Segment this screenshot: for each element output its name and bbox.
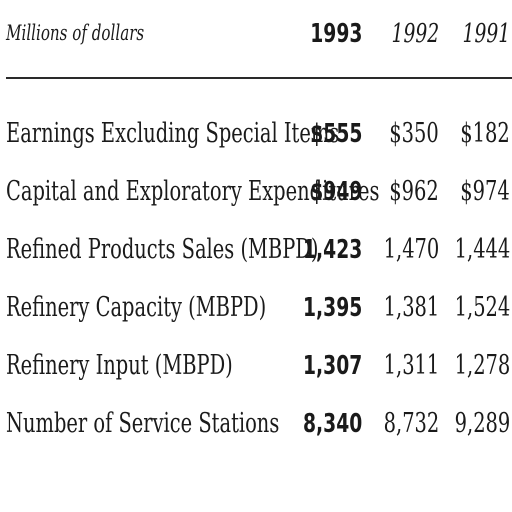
value-1992: 1,470 [383,230,439,270]
value-1992: $350 [390,114,439,154]
table-row: Refined Products Sales (MBPD) 1,423 1,47… [0,228,512,286]
header-divider [6,77,512,79]
table-row: Earnings Excluding Special Items $555 $3… [0,112,512,170]
value-1991: $182 [461,114,510,154]
table-row: Refinery Input (MBPD) 1,307 1,311 1,278 [0,344,512,402]
value-1991: 1,524 [454,288,510,328]
value-1992: 1,381 [383,288,439,328]
table-row: Number of Service Stations 8,340 8,732 9… [0,402,512,460]
value-1993: 8,340 [303,404,362,444]
value-1993: $555 [310,114,362,154]
value-1993: $949 [310,172,362,212]
value-1991: 9,289 [454,404,510,444]
value-1992: 1,311 [383,346,439,386]
column-header-1992: 1992 [373,14,439,54]
value-1992: $962 [390,172,439,212]
units-label: Millions of dollars [6,18,144,48]
value-1991: 1,278 [454,346,510,386]
row-label: Refined Products Sales (MBPD) [6,230,318,270]
row-label: Refinery Capacity (MBPD) [6,288,266,328]
table-body: Earnings Excluding Special Items $555 $3… [0,112,512,460]
value-1992: 8,732 [383,404,439,444]
table-header: Millions of dollars 1993 1992 1991 [0,14,512,54]
value-1991: $974 [461,172,510,212]
value-1993: 1,423 [303,230,362,270]
row-label: Refinery Input (MBPD) [6,346,233,386]
value-1991: 1,444 [454,230,510,270]
column-header-1993: 1993 [290,14,362,54]
row-label: Number of Service Stations [6,404,279,444]
column-header-1991: 1991 [444,14,510,54]
table-row: Refinery Capacity (MBPD) 1,395 1,381 1,5… [0,286,512,344]
value-1993: 1,395 [303,288,362,328]
value-1993: 1,307 [303,346,362,386]
table-row: Capital and Exploratory Expenditures $94… [0,170,512,228]
